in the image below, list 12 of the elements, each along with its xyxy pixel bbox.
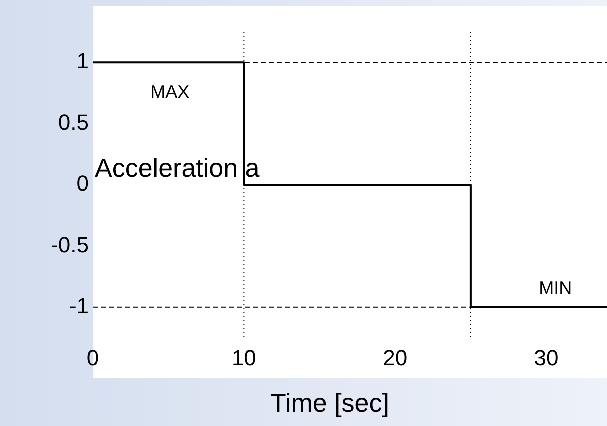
- y-tick-label: 1: [76, 48, 89, 74]
- annotation: MIN: [539, 278, 572, 298]
- y-tick-label: -1: [69, 293, 89, 318]
- y-tick-label: -0.5: [51, 232, 89, 258]
- x-tick-label: 20: [383, 345, 408, 370]
- x-tick-label: 30: [534, 345, 559, 370]
- y-tick-label: 0: [76, 171, 89, 196]
- x-axis-title: Time [sec]: [270, 388, 390, 418]
- y-tick-label: 0.5: [58, 110, 89, 135]
- x-tick-label: 10: [232, 345, 256, 370]
- annotation: MAX: [150, 82, 190, 102]
- y-axis-title: Acceleration a: [95, 153, 260, 184]
